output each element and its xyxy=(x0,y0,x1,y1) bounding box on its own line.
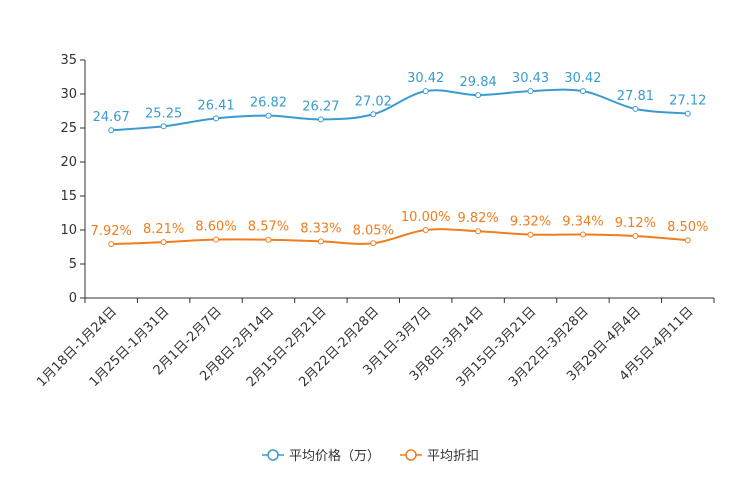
legend-item-1[interactable]: 平均价格（万） xyxy=(262,448,380,464)
y-tick-label: 0 xyxy=(69,291,77,306)
data-label: 7.92% xyxy=(91,224,132,239)
data-label: 10.00% xyxy=(401,210,451,225)
data-point[interactable] xyxy=(160,123,167,130)
legend-label: 平均价格（万） xyxy=(289,448,380,464)
data-point[interactable] xyxy=(265,236,272,243)
data-label: 8.05% xyxy=(353,223,394,238)
data-point[interactable] xyxy=(527,231,534,238)
data-point[interactable] xyxy=(370,111,377,118)
legend[interactable]: 平均价格（万） 平均折扣 xyxy=(262,448,479,464)
data-point[interactable] xyxy=(265,112,272,119)
data-point[interactable] xyxy=(527,88,534,95)
data-label: 9.82% xyxy=(457,211,498,226)
y-tick-label: 5 xyxy=(69,257,77,272)
data-point[interactable] xyxy=(579,88,586,95)
y-tick-label: 25 xyxy=(60,121,77,136)
data-label: 26.41 xyxy=(197,98,234,113)
data-point[interactable] xyxy=(370,240,377,247)
data-point[interactable] xyxy=(684,237,691,244)
data-label: 9.32% xyxy=(510,215,551,230)
legend-marker-icon xyxy=(267,449,279,461)
series-layer: 24.67 25.25 26.41 26.82 26.27 27.02 30.42 29.84… xyxy=(91,71,708,248)
data-label: 25.25 xyxy=(145,106,182,121)
y-tick-label: 30 xyxy=(60,87,77,102)
data-label: 8.33% xyxy=(300,221,341,236)
data-label: 8.60% xyxy=(195,220,236,235)
data-label: 9.12% xyxy=(615,216,656,231)
data-label: 27.12 xyxy=(669,94,706,109)
data-label: 30.43 xyxy=(512,71,549,86)
y-tick-label: 10 xyxy=(60,223,77,238)
data-label: 27.02 xyxy=(355,94,392,109)
data-point[interactable] xyxy=(632,105,639,112)
data-point[interactable] xyxy=(108,127,115,134)
data-point[interactable] xyxy=(422,227,429,233)
data-label: 30.42 xyxy=(564,71,601,86)
data-label: 29.84 xyxy=(460,75,497,90)
series-line xyxy=(111,88,688,132)
data-label: 9.34% xyxy=(562,214,603,229)
data-label: 26.82 xyxy=(250,96,287,111)
data-point[interactable] xyxy=(108,241,115,248)
series-1: 24.67 25.25 26.41 26.82 26.27 27.02 30.42 29.84… xyxy=(93,71,706,134)
data-label: 24.67 xyxy=(93,110,130,125)
data-label: 30.42 xyxy=(407,71,444,86)
data-point[interactable] xyxy=(160,239,167,246)
data-point[interactable] xyxy=(475,228,482,235)
data-label: 8.57% xyxy=(248,220,289,235)
y-tick-label: 35 xyxy=(60,53,77,68)
series-line xyxy=(111,228,688,246)
y-tick-label: 20 xyxy=(60,155,77,170)
data-point[interactable] xyxy=(632,232,639,239)
data-label: 27.81 xyxy=(617,89,654,104)
data-point[interactable] xyxy=(317,238,324,245)
data-point[interactable] xyxy=(213,115,220,122)
data-point[interactable] xyxy=(684,110,691,117)
data-label: 8.50% xyxy=(667,220,708,235)
data-label: 26.27 xyxy=(302,99,339,114)
data-label: 8.21% xyxy=(143,222,184,237)
data-point[interactable] xyxy=(317,116,324,123)
legend-label: 平均折扣 xyxy=(427,449,479,464)
data-point[interactable] xyxy=(579,231,586,238)
data-point[interactable] xyxy=(422,88,429,95)
legend-marker-icon xyxy=(405,449,417,461)
legend-item-2[interactable]: 平均折扣 xyxy=(400,449,479,464)
data-point[interactable] xyxy=(213,236,220,243)
series-2: 7.92% 8.21% 8.60% 8.57% 8.33% 8.05% 10.00% 9.82… xyxy=(91,210,708,248)
data-point[interactable] xyxy=(475,92,482,99)
y-tick-label: 15 xyxy=(60,189,77,204)
